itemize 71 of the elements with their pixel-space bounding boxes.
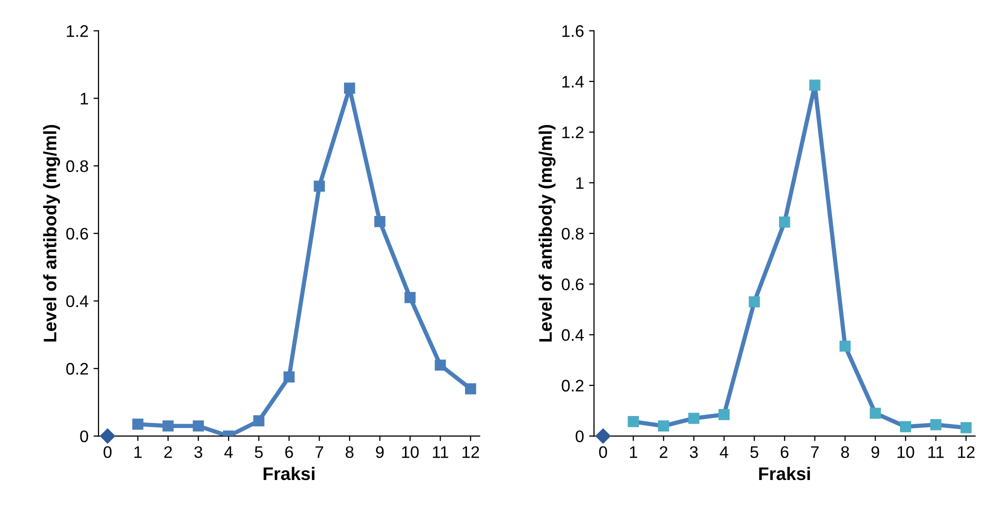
y-tick-label: 1.2 — [562, 126, 584, 138]
point — [960, 422, 972, 434]
x-tick-label: 11 — [432, 446, 448, 458]
y-tick-label: 0.2 — [66, 362, 88, 375]
point — [870, 408, 881, 419]
x-tick-label: 5 — [254, 446, 263, 458]
y-tick-label: 0 — [80, 430, 88, 442]
x-tick-label: 5 — [750, 446, 758, 458]
point — [658, 420, 670, 432]
y-tick-label: 0.8 — [66, 160, 88, 172]
x-tick-label: 2 — [660, 446, 668, 458]
point — [900, 421, 912, 432]
x-tick-label: 7 — [811, 446, 819, 458]
x-tick-label: 3 — [690, 446, 698, 458]
point — [434, 360, 446, 371]
point — [404, 292, 416, 304]
point — [465, 383, 476, 394]
y-tick-label: 1.2 — [66, 25, 88, 37]
y-tick-label: 1.4 — [562, 76, 584, 88]
x-tick-label: 9 — [871, 446, 880, 458]
point — [374, 216, 386, 228]
point — [628, 416, 639, 428]
x-tick-label: 12 — [958, 446, 975, 458]
point — [314, 180, 325, 192]
point — [100, 428, 116, 444]
point — [162, 420, 174, 432]
y-tick-label: 0.6 — [562, 278, 584, 290]
x-tick-label: 10 — [402, 446, 419, 458]
y-tick-label: 0.4 — [562, 329, 584, 341]
x-axis-title: Fraksi — [264, 466, 314, 480]
x-axis-title: Fraksi — [759, 466, 810, 480]
y-tick-label: 0 — [576, 430, 584, 442]
x-tick-label: 8 — [346, 446, 354, 458]
x-tick-label: 8 — [841, 446, 849, 458]
point — [596, 428, 611, 444]
point — [688, 412, 700, 424]
point — [192, 420, 204, 432]
x-tick-label: 6 — [780, 446, 788, 458]
y-tick-label: 1 — [576, 177, 584, 189]
point — [284, 371, 295, 383]
x-tick-label: 11 — [928, 446, 944, 458]
x-tick-label: 7 — [316, 446, 324, 458]
x-tick-label: 9 — [376, 446, 384, 458]
y-tick-label: 1 — [80, 92, 88, 104]
x-tick-label: 2 — [164, 446, 172, 458]
point — [809, 80, 820, 91]
point — [840, 340, 851, 352]
x-tick-label: 12 — [462, 446, 480, 458]
x-tick-label: 1 — [134, 446, 142, 458]
x-tick-label: 10 — [898, 446, 914, 458]
x-tick-label: 0 — [599, 446, 608, 458]
point — [344, 82, 356, 94]
y-axis-title: Level of antibody (mg/ml) — [43, 124, 60, 342]
y-tick-label: 0.2 — [562, 380, 584, 392]
y-tick-label: 0.4 — [66, 295, 88, 308]
y-tick-label: 1.6 — [562, 25, 584, 37]
x-tick-label: 0 — [104, 446, 112, 458]
point — [132, 418, 144, 430]
x-tick-label: 3 — [194, 446, 202, 458]
y-tick-label: 0.6 — [66, 228, 88, 240]
x-tick-label: 6 — [285, 446, 293, 458]
point — [930, 419, 942, 430]
point — [779, 216, 790, 228]
point — [718, 408, 730, 420]
x-tick-label: 4 — [224, 446, 233, 458]
x-tick-label: 1 — [630, 446, 638, 458]
y-axis-title: Level of antibody (mg/ml) — [538, 124, 556, 342]
point — [253, 415, 264, 426]
x-tick-label: 4 — [720, 446, 728, 458]
point — [748, 296, 760, 308]
y-tick-label: 0.8 — [562, 228, 584, 240]
